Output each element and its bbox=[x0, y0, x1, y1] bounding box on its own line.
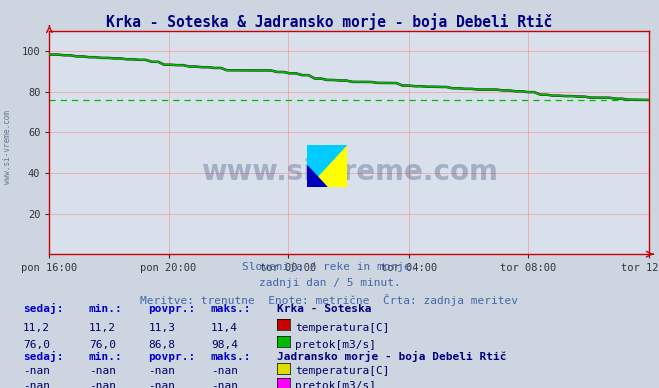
Text: Slovenija / reke in morje.: Slovenija / reke in morje. bbox=[242, 262, 417, 272]
Polygon shape bbox=[307, 145, 347, 187]
Text: Krka - Soteska & Jadransko morje - boja Debeli Rtič: Krka - Soteska & Jadransko morje - boja … bbox=[106, 14, 553, 30]
Text: min.:: min.: bbox=[89, 304, 123, 314]
Text: -nan: -nan bbox=[23, 381, 50, 388]
Text: zadnji dan / 5 minut.: zadnji dan / 5 minut. bbox=[258, 278, 401, 288]
Text: maks.:: maks.: bbox=[211, 352, 251, 362]
Text: sedaj:: sedaj: bbox=[23, 303, 63, 314]
Text: 76,0: 76,0 bbox=[23, 340, 50, 350]
Text: sedaj:: sedaj: bbox=[23, 351, 63, 362]
Text: 11,2: 11,2 bbox=[89, 322, 116, 333]
Text: www.si-vreme.com: www.si-vreme.com bbox=[3, 111, 13, 184]
Text: Krka - Soteska: Krka - Soteska bbox=[277, 304, 371, 314]
Text: -nan: -nan bbox=[89, 381, 116, 388]
Polygon shape bbox=[307, 166, 327, 187]
Text: -nan: -nan bbox=[23, 366, 50, 376]
Text: 76,0: 76,0 bbox=[89, 340, 116, 350]
Text: -nan: -nan bbox=[148, 366, 175, 376]
Text: pretok[m3/s]: pretok[m3/s] bbox=[295, 340, 376, 350]
Text: temperatura[C]: temperatura[C] bbox=[295, 322, 389, 333]
Text: -nan: -nan bbox=[211, 381, 238, 388]
Text: Jadransko morje - boja Debeli Rtič: Jadransko morje - boja Debeli Rtič bbox=[277, 351, 506, 362]
Text: temperatura[C]: temperatura[C] bbox=[295, 366, 389, 376]
Text: -nan: -nan bbox=[148, 381, 175, 388]
Text: 98,4: 98,4 bbox=[211, 340, 238, 350]
Text: 11,2: 11,2 bbox=[23, 322, 50, 333]
Text: www.si-vreme.com: www.si-vreme.com bbox=[201, 158, 498, 185]
Text: povpr.:: povpr.: bbox=[148, 352, 196, 362]
Text: pretok[m3/s]: pretok[m3/s] bbox=[295, 381, 376, 388]
Text: 11,3: 11,3 bbox=[148, 322, 175, 333]
Text: 86,8: 86,8 bbox=[148, 340, 175, 350]
Text: -nan: -nan bbox=[211, 366, 238, 376]
Text: 11,4: 11,4 bbox=[211, 322, 238, 333]
Polygon shape bbox=[307, 145, 347, 187]
Text: -nan: -nan bbox=[89, 366, 116, 376]
Text: Meritve: trenutne  Enote: metrične  Črta: zadnja meritev: Meritve: trenutne Enote: metrične Črta: … bbox=[140, 294, 519, 307]
Text: povpr.:: povpr.: bbox=[148, 304, 196, 314]
Text: min.:: min.: bbox=[89, 352, 123, 362]
Text: maks.:: maks.: bbox=[211, 304, 251, 314]
